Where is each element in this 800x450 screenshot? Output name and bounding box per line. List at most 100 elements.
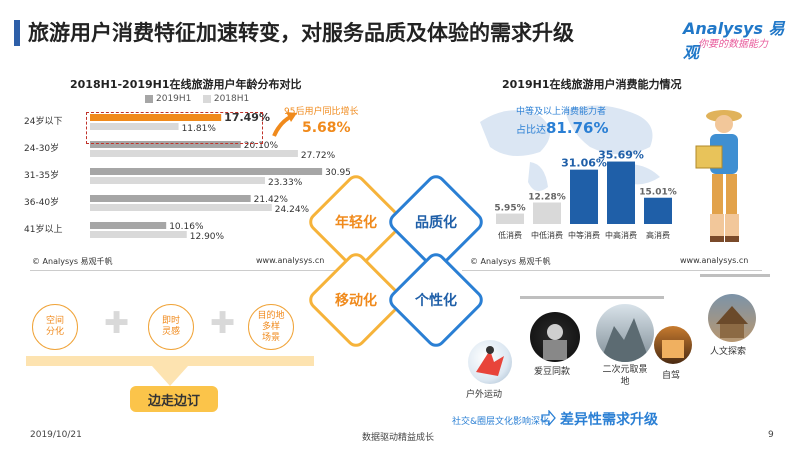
- consumption-bar-value: 12.28%: [528, 193, 566, 203]
- age-distribution-chart: 24岁以下 17.49% 11.81% 24-30岁 20.10% 27.72% 31-35…: [24, 111, 350, 242]
- consumption-category-label: 中高消费: [605, 230, 637, 240]
- age-category-label: 24岁以下: [24, 115, 62, 127]
- legend-label-2019: 2019H1: [156, 94, 192, 104]
- bar-2019h1: [90, 195, 251, 202]
- right-callout-value: 81.76%: [546, 119, 609, 137]
- footer-center: 数据驱动精益成长: [362, 433, 435, 443]
- consumption-bar: [496, 213, 524, 224]
- footer-date: 2019/10/21: [30, 430, 82, 440]
- merge-arrow-shape: [26, 356, 314, 386]
- consumption-bar: [644, 197, 672, 224]
- left-chart-url: www.analysys.cn: [256, 256, 325, 265]
- circle-space-split: 空间 分化: [32, 304, 78, 350]
- circle-2-line1: 即时: [161, 316, 180, 326]
- diamond-mobile-label: 移动化: [335, 293, 377, 309]
- diamond-youth: 年轻化: [305, 171, 407, 273]
- photo-caption-idol: 爱豆同款: [534, 367, 571, 377]
- bar-2018h1-value: 23.33%: [268, 178, 303, 188]
- photo-frame-top: [700, 274, 770, 277]
- right-callout: 占比达81.76%: [516, 118, 608, 137]
- diamond-youth-label: 年轻化: [335, 215, 377, 231]
- traveler-illustration: [695, 110, 742, 242]
- book-on-the-go-badge: 边走边订: [130, 386, 218, 412]
- brand-logo: Analysys 易观: [683, 19, 785, 62]
- photo-frame-top: [520, 296, 592, 299]
- consumption-bar-value: 5.95%: [494, 204, 525, 214]
- consumption-bar-value: 15.01%: [639, 188, 677, 198]
- right-callout-prefix: 占比达: [516, 125, 546, 136]
- circle-destination-scenes: 目的地 多样 场景: [248, 304, 294, 350]
- callout-value: 5.68%: [302, 120, 351, 136]
- legend-swatch-2019: [145, 94, 153, 103]
- bar-2019h1: [90, 222, 167, 229]
- photo-caption-drive: 自驾: [662, 371, 681, 381]
- photo-frame-top: [592, 296, 664, 299]
- upgrade-driver: 社交&圈层文化影响深化: [452, 417, 550, 427]
- bar-2019h1: [90, 168, 323, 175]
- circle-3-line1: 目的地: [257, 310, 285, 321]
- photo-self-drive: [654, 326, 692, 364]
- diamond-quality-label: 品质化: [415, 215, 457, 231]
- bar-2019h1: [90, 141, 241, 148]
- consumption-bar-value: 35.69%: [598, 149, 644, 162]
- diamond-personal-label: 个性化: [415, 293, 457, 309]
- consumption-category-label: 中等消费: [568, 230, 600, 240]
- consumption-bar: [607, 161, 635, 224]
- highlight-under24-box: [86, 112, 263, 144]
- diamond-personal: 个性化: [385, 249, 487, 351]
- bar-2019h1-value: 10.16%: [169, 222, 204, 232]
- bar-2018h1-value: 11.81%: [182, 124, 217, 134]
- age-category-label: 24-30岁: [24, 142, 59, 154]
- bar-2018h1: [90, 123, 179, 130]
- world-map-background: [480, 105, 660, 191]
- circle-instant-inspiration: 即时 灵感: [148, 304, 194, 350]
- callout-label: 95后用户同比增长: [284, 107, 359, 117]
- circle-1-line1: 空间: [45, 316, 64, 326]
- left-chart-source: © Analysys 易观千帆: [32, 257, 113, 266]
- bar-2019h1: [90, 114, 222, 121]
- footer-page: 9: [768, 430, 774, 440]
- circle-2-line2: 灵感: [161, 327, 180, 337]
- bar-2018h1-value: 27.72%: [301, 151, 336, 161]
- left-divider: [30, 270, 350, 271]
- diamond-quality: 品质化: [385, 171, 487, 273]
- diamond-mobile: 移动化: [305, 249, 407, 351]
- bar-2019h1-value: 30.95%: [325, 168, 350, 178]
- photo-idol: [530, 312, 580, 362]
- bar-2019h1-value: 20.10%: [244, 141, 279, 151]
- photo-culture: [708, 294, 756, 342]
- right-callout-line1: 中等及以上消费能力者: [516, 107, 607, 117]
- consumption-bar-value: 31.06%: [561, 157, 607, 170]
- bar-2018h1: [90, 177, 265, 184]
- consumption-category-label: 低消费: [498, 230, 522, 240]
- arrow-right-icon: [541, 410, 556, 426]
- circle-1-line2: 分化: [45, 327, 64, 337]
- bar-2019h1-value: 17.49%: [224, 111, 270, 124]
- bar-2018h1-value: 12.90%: [190, 232, 225, 242]
- right-divider: [462, 270, 762, 271]
- consumption-bar: [533, 202, 561, 224]
- page-title: 旅游用户消费特征加速转变，对服务品质及体验的需求升级: [28, 21, 574, 45]
- legend-label-2018: 2018H1: [213, 94, 250, 104]
- bar-2018h1: [90, 204, 272, 211]
- plus-icon: ✚: [104, 306, 130, 341]
- photo-caption-culture: 人文探索: [710, 347, 747, 357]
- left-chart-legend: 2019H1 2018H1: [145, 94, 249, 104]
- circle-3-line3: 场景: [261, 332, 280, 343]
- consumption-category-label: 高消费: [646, 230, 670, 240]
- age-category-label: 36-40岁: [24, 196, 59, 208]
- plus-icon: ✚: [210, 306, 236, 341]
- consumption-ability-chart: 5.95% 低消费 12.28% 中低消费 31.06% 中等消费 35.69% 中高消费 15…: [494, 149, 677, 240]
- photo-anime-location: [596, 304, 654, 362]
- brand-tagline: 你要的数据能力: [698, 39, 768, 50]
- age-category-label: 41岁以上: [24, 223, 62, 235]
- photo-caption-anime: 二次元取景地: [602, 365, 648, 387]
- bar-2018h1-value: 24.24%: [275, 205, 310, 215]
- consumption-category-label: 中低消费: [531, 230, 563, 240]
- left-chart-title: 2018H1-2019H1在线旅游用户年龄分布对比: [70, 78, 302, 91]
- age-category-label: 31-35岁: [24, 169, 59, 181]
- circle-3-line2: 多样: [261, 321, 280, 332]
- consumption-bar: [570, 169, 598, 224]
- upgrade-result: 差异性需求升级: [560, 412, 658, 428]
- bar-2019h1-value: 21.42%: [254, 195, 289, 205]
